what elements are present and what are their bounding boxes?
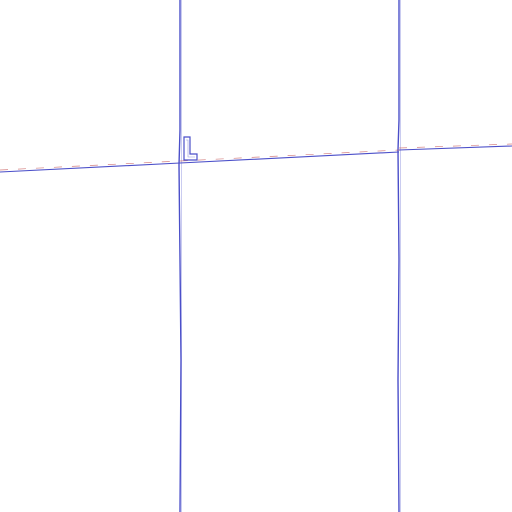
right-horizontal-segment (398, 145, 512, 151)
right-horizontal-segment-dashes (398, 143, 512, 149)
sloped-horizontal-line-dashes (0, 149, 400, 171)
right-vertical-line (397, 0, 400, 512)
sloped-horizontal-line (0, 151, 400, 173)
left-vertical-line (178, 0, 182, 512)
small-l-shape-icon (183, 136, 198, 161)
